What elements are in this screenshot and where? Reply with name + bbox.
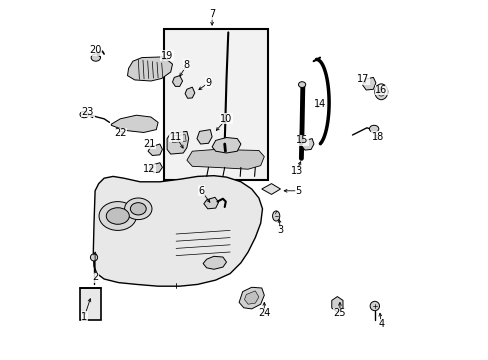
Polygon shape	[244, 291, 258, 304]
Polygon shape	[186, 149, 264, 169]
Text: 25: 25	[333, 308, 346, 318]
Polygon shape	[197, 130, 212, 144]
Text: 15: 15	[295, 135, 307, 145]
Polygon shape	[93, 176, 262, 286]
Ellipse shape	[130, 203, 146, 215]
Text: 10: 10	[220, 114, 232, 124]
Text: 17: 17	[356, 74, 369, 84]
Polygon shape	[203, 256, 226, 269]
Polygon shape	[203, 197, 218, 209]
Text: 7: 7	[208, 9, 215, 19]
Text: 24: 24	[258, 308, 270, 318]
Polygon shape	[239, 287, 264, 309]
Text: 14: 14	[313, 99, 325, 109]
Text: 13: 13	[290, 166, 302, 176]
Ellipse shape	[99, 202, 136, 230]
Ellipse shape	[272, 211, 279, 221]
Bar	[80, 288, 101, 320]
Ellipse shape	[80, 111, 88, 118]
Text: 6: 6	[198, 186, 204, 196]
Ellipse shape	[374, 84, 387, 100]
Polygon shape	[167, 131, 188, 154]
Polygon shape	[172, 135, 186, 143]
Polygon shape	[148, 144, 162, 156]
Polygon shape	[149, 163, 162, 173]
Ellipse shape	[91, 54, 101, 61]
Ellipse shape	[369, 301, 379, 311]
Text: 4: 4	[377, 319, 384, 329]
Polygon shape	[212, 138, 241, 153]
Polygon shape	[185, 87, 194, 98]
Text: 12: 12	[142, 164, 155, 174]
Ellipse shape	[106, 208, 129, 224]
Polygon shape	[261, 184, 280, 194]
Ellipse shape	[90, 254, 98, 261]
Polygon shape	[362, 77, 375, 90]
Text: 3: 3	[277, 225, 283, 235]
Text: 1: 1	[81, 312, 87, 322]
Text: 11: 11	[170, 132, 182, 142]
Bar	[163, 29, 267, 180]
Text: 20: 20	[89, 45, 101, 55]
Polygon shape	[172, 76, 182, 86]
Text: 16: 16	[374, 85, 386, 95]
Text: 18: 18	[371, 132, 383, 142]
Text: 9: 9	[205, 78, 211, 88]
Text: 19: 19	[161, 51, 173, 61]
Polygon shape	[301, 139, 313, 150]
Polygon shape	[127, 57, 172, 81]
Ellipse shape	[377, 87, 384, 96]
Ellipse shape	[298, 82, 305, 87]
Ellipse shape	[368, 125, 378, 132]
Text: 21: 21	[142, 139, 155, 149]
Polygon shape	[331, 297, 342, 312]
Text: 22: 22	[114, 128, 126, 138]
Text: 23: 23	[81, 107, 94, 117]
Polygon shape	[111, 115, 158, 132]
Text: 8: 8	[183, 60, 189, 70]
Text: 2: 2	[92, 272, 98, 282]
Text: 5: 5	[295, 186, 301, 196]
Ellipse shape	[124, 198, 152, 220]
